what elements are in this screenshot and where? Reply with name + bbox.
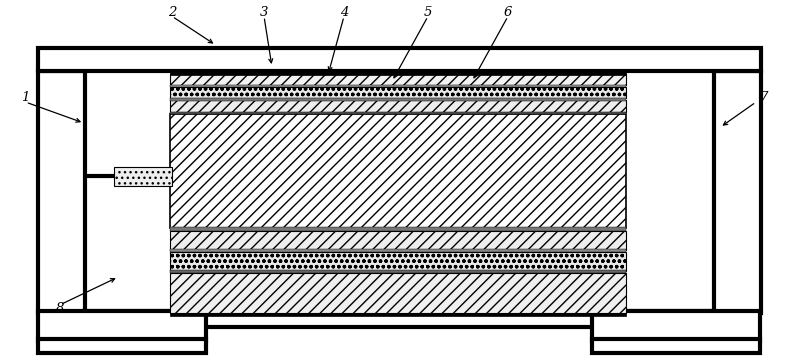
Bar bbox=[170, 98, 626, 101]
Bar bbox=[170, 313, 626, 316]
Bar bbox=[170, 249, 626, 252]
Bar bbox=[170, 273, 626, 313]
Text: 5: 5 bbox=[424, 6, 432, 19]
Bar bbox=[84, 311, 714, 327]
Bar bbox=[170, 74, 626, 85]
Text: 3: 3 bbox=[260, 6, 268, 19]
Text: 4: 4 bbox=[340, 6, 348, 19]
Bar bbox=[170, 270, 626, 273]
Bar bbox=[170, 227, 626, 231]
Bar bbox=[38, 311, 206, 341]
Bar bbox=[170, 252, 626, 271]
Text: 2: 2 bbox=[168, 6, 176, 19]
Bar bbox=[170, 100, 626, 112]
Bar bbox=[38, 48, 761, 71]
Bar bbox=[170, 114, 626, 228]
Text: 7: 7 bbox=[760, 91, 768, 104]
Bar bbox=[170, 72, 626, 75]
Bar bbox=[38, 339, 206, 353]
Bar bbox=[170, 87, 626, 98]
Bar bbox=[170, 231, 626, 250]
Bar bbox=[38, 71, 85, 313]
Bar bbox=[170, 85, 626, 87]
Bar bbox=[114, 167, 172, 186]
Bar bbox=[592, 339, 760, 353]
Text: 6: 6 bbox=[504, 6, 512, 19]
Bar bbox=[714, 71, 761, 313]
Bar bbox=[170, 112, 626, 114]
Text: 8: 8 bbox=[56, 302, 64, 315]
Bar bbox=[592, 311, 760, 341]
Text: 1: 1 bbox=[22, 91, 30, 104]
